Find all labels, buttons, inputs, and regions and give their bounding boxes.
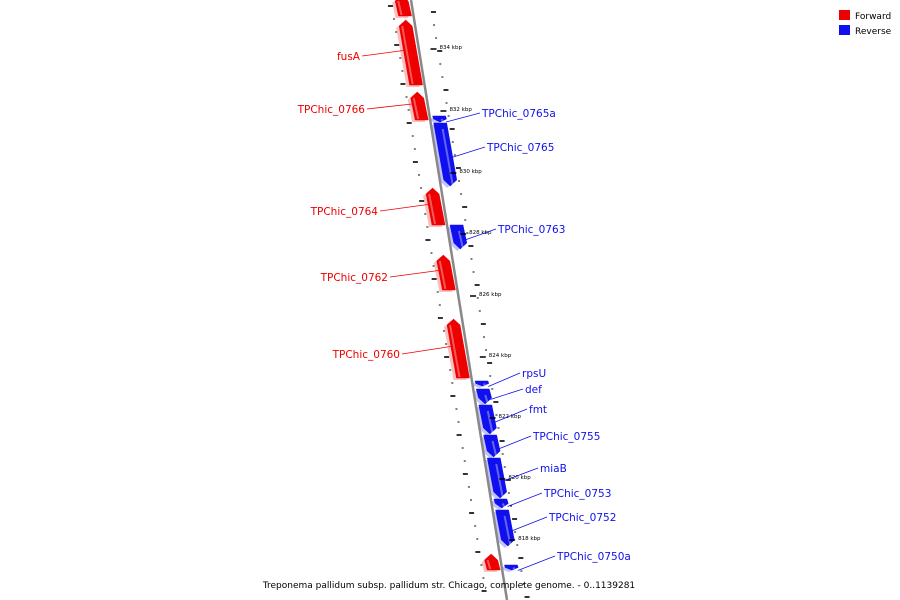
gene-label-tpchic_0766: TPChic_0766 bbox=[297, 104, 366, 116]
scale-label: 834 kbp bbox=[440, 45, 463, 51]
gene-leader-line bbox=[498, 435, 532, 450]
gene-leader-line bbox=[464, 228, 497, 241]
scale-label: 822 kbp bbox=[499, 414, 522, 420]
gene-highlight bbox=[449, 324, 461, 378]
gene-unlabeled-0 bbox=[394, 0, 412, 17]
gene-rpsu bbox=[474, 380, 490, 387]
gene-label-def: def bbox=[525, 384, 542, 396]
legend-swatch-reverse bbox=[839, 25, 850, 35]
scale-label: 830 kbp bbox=[459, 169, 482, 175]
gene-highlight bbox=[483, 383, 486, 386]
scale-label: 832 kbp bbox=[449, 107, 472, 113]
gene-highlight bbox=[512, 567, 516, 570]
gene-leader-line bbox=[490, 388, 524, 400]
genome-backbone bbox=[409, 0, 509, 600]
gene-tpchic_0760 bbox=[446, 318, 470, 379]
genome-caption: Treponema pallidum subsp. pallidum str. … bbox=[262, 581, 635, 591]
gene-leader-line bbox=[507, 492, 543, 507]
gene-tpchic_0753 bbox=[493, 498, 509, 509]
gene-label-tpchic_0765: TPChic_0765 bbox=[486, 142, 554, 154]
gene-highlight bbox=[438, 260, 447, 290]
gene-leader-line bbox=[511, 516, 548, 532]
gene-highlight bbox=[397, 0, 403, 16]
gene-leader-line bbox=[493, 408, 528, 423]
scale-label: 820 kbp bbox=[508, 475, 531, 481]
gene-label-tpchic_0753: TPChic_0753 bbox=[543, 488, 611, 500]
gene-leader-line bbox=[401, 346, 451, 355]
gene-highlight bbox=[486, 559, 492, 570]
gene-leader-line bbox=[503, 467, 539, 482]
legend-label-reverse: Reverse bbox=[855, 27, 892, 37]
gene-labels: fusA TPChic_0766 TPChic_0765a TPChic_0765 TP… bbox=[297, 50, 631, 571]
gene-tpchic_0752 bbox=[495, 509, 515, 547]
gene-tpchic_0765a bbox=[432, 115, 447, 123]
gene-miab bbox=[486, 457, 507, 499]
gene-unlabeled-17 bbox=[484, 553, 501, 571]
legend-swatch-forward bbox=[839, 10, 850, 20]
gene-highlight bbox=[428, 193, 436, 225]
gene-tpchic_0755 bbox=[483, 434, 501, 458]
gene-label-tpchic_0764: TPChic_0764 bbox=[310, 206, 379, 218]
gene-highlight bbox=[495, 463, 504, 498]
gene-highlight bbox=[486, 410, 494, 434]
scale-label: 826 kbp bbox=[479, 292, 502, 298]
gene-label-tpchic_0760: TPChic_0760 bbox=[332, 349, 400, 361]
legend-label-forward: Forward bbox=[855, 12, 891, 22]
gene-tpchic_0750a bbox=[504, 564, 519, 571]
gene-label-tpchic_0763: TPChic_0763 bbox=[497, 224, 565, 236]
gene-highlight bbox=[458, 230, 464, 249]
gene-highlight bbox=[484, 394, 489, 404]
scale-label: 824 kbp bbox=[489, 353, 512, 359]
scale-label: 818 kbp bbox=[518, 536, 541, 542]
gene-highlight bbox=[412, 97, 420, 120]
gene-highlight bbox=[401, 25, 414, 85]
gene-highlight bbox=[491, 440, 498, 457]
scale-labels: 834 kbp 832 kbp 830 kbp 828 kbp 826 kbp 824 k… bbox=[430, 45, 541, 542]
gene-label-fusa: fusA bbox=[337, 51, 361, 63]
gene-tpchic_0763 bbox=[449, 224, 468, 250]
genes bbox=[394, 0, 519, 571]
gene-leader-line bbox=[389, 270, 439, 278]
gene-tpchic_0766 bbox=[410, 91, 429, 121]
gene-label-tpchic_0755: TPChic_0755 bbox=[532, 431, 600, 443]
minor-ticks bbox=[387, 5, 530, 598]
gene-leader-line bbox=[379, 204, 429, 212]
gene-highlight bbox=[441, 128, 454, 186]
gene-label-tpchic_0752: TPChic_0752 bbox=[548, 512, 616, 524]
gene-highlight bbox=[440, 118, 444, 122]
gene-leader-line bbox=[445, 112, 481, 123]
gene-tpchic_0762 bbox=[436, 254, 456, 291]
legend: Forward Reverse bbox=[839, 10, 892, 37]
gene-label-tpchic_0762: TPChic_0762 bbox=[320, 272, 388, 284]
gene-leader-line bbox=[488, 372, 521, 387]
gene-fmt bbox=[478, 404, 497, 435]
gene-fusa bbox=[398, 19, 423, 86]
gene-def bbox=[475, 388, 492, 405]
gene-leader-line bbox=[361, 50, 404, 57]
gene-leader-line bbox=[517, 555, 556, 571]
gene-label-rpsu: rpsU bbox=[522, 368, 546, 380]
gene-label-fmt: fmt bbox=[529, 404, 547, 416]
gene-highlight bbox=[501, 503, 506, 508]
gene-leader-line bbox=[451, 146, 486, 158]
gene-label-tpchic_0765a: TPChic_0765a bbox=[481, 108, 556, 120]
gene-label-miab: miaB bbox=[540, 463, 567, 475]
gene-leader-line bbox=[366, 103, 413, 110]
gene-label-tpchic_0750a: TPChic_0750a bbox=[556, 551, 631, 563]
gene-tpchic_0765 bbox=[433, 122, 458, 187]
gene-tpchic_0764 bbox=[425, 187, 446, 226]
scale-label: 828 kbp bbox=[469, 230, 492, 236]
